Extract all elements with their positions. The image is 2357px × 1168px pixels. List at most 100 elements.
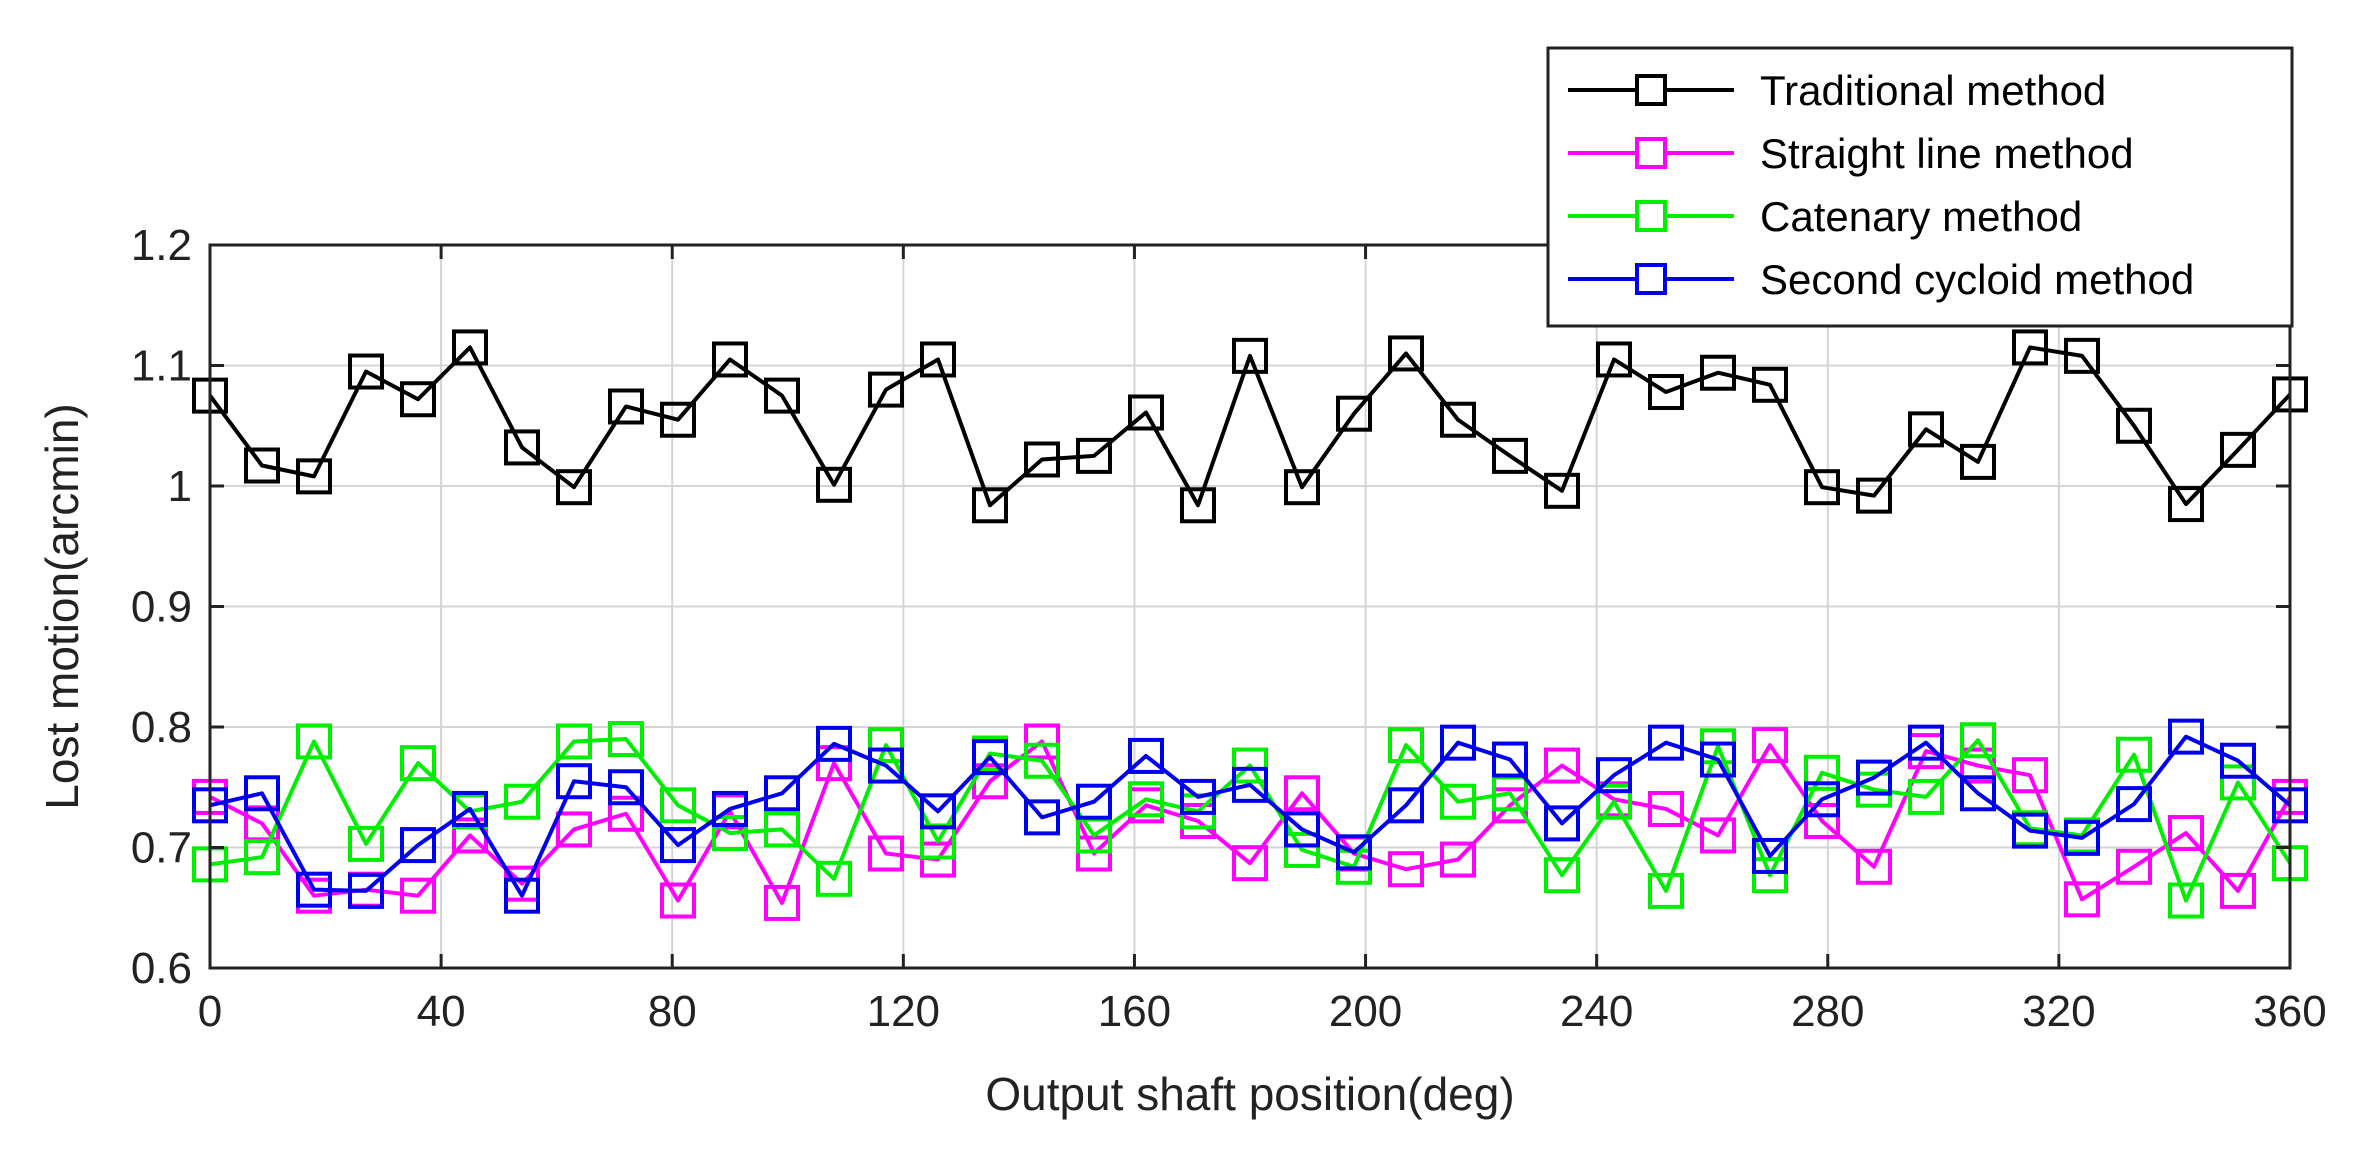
data-point-marker (1024, 799, 1060, 836)
data-point-marker (868, 727, 904, 764)
data-point-marker (2168, 486, 2204, 523)
data-point-marker (920, 793, 956, 830)
data-point-marker (1700, 354, 1736, 391)
legend-marker (1635, 137, 1667, 169)
legend-marker (1635, 74, 1667, 106)
legend-entry: Second cycloid method (1568, 256, 2194, 303)
data-point-marker (1024, 723, 1060, 760)
data-point-marker (452, 329, 488, 366)
data-point-marker (1752, 857, 1788, 894)
x-tick-label: 80 (648, 987, 697, 1036)
data-point-marker (1388, 727, 1424, 764)
data-point-marker (660, 827, 696, 864)
data-point-marker (1232, 766, 1268, 803)
data-point-marker (2116, 786, 2152, 823)
data-point-marker (1960, 722, 1996, 759)
x-tick-label: 320 (2022, 987, 2095, 1036)
data-point-marker (1440, 841, 1476, 878)
y-tick-label: 0.8 (131, 703, 192, 752)
data-point-marker (348, 825, 384, 862)
y-tick-label: 1.1 (131, 342, 192, 391)
legend-entry: Straight line method (1568, 130, 2134, 177)
data-point-marker (608, 795, 644, 832)
data-point-marker (1336, 834, 1372, 871)
data-point-marker (1856, 759, 1892, 796)
data-point-marker (2064, 819, 2100, 856)
data-point-marker (1388, 851, 1424, 888)
data-point-marker (1596, 757, 1632, 794)
data-point-marker (1440, 783, 1476, 820)
data-point-marker (244, 839, 280, 876)
data-point-marker (1388, 787, 1424, 824)
data-point-marker (504, 783, 540, 820)
data-point-marker (1544, 857, 1580, 894)
legend-entry: Traditional method (1568, 67, 2106, 114)
data-point-marker (1752, 366, 1788, 403)
x-tick-label: 160 (1098, 987, 1171, 1036)
y-tick-label: 1 (168, 462, 192, 511)
data-point-marker (1752, 837, 1788, 874)
data-point-marker (816, 860, 852, 897)
data-point-marker (868, 747, 904, 784)
data-point-marker (1076, 835, 1112, 872)
data-point-marker (1128, 394, 1164, 431)
data-point-marker (556, 469, 592, 506)
data-point-marker (348, 353, 384, 390)
x-tick-label: 0 (198, 987, 222, 1036)
series-layer (192, 329, 2308, 921)
data-point-marker (1024, 441, 1060, 478)
data-point-marker (1284, 775, 1320, 812)
series-0 (192, 329, 2308, 524)
data-point-marker (1648, 790, 1684, 827)
data-point-marker (2012, 757, 2048, 794)
data-point-marker (816, 745, 852, 782)
data-point-marker (1804, 469, 1840, 506)
data-point-marker (764, 884, 800, 921)
data-point-marker (1180, 487, 1216, 524)
data-point-marker (1908, 411, 1944, 448)
data-point-marker (2220, 431, 2256, 468)
data-point-marker (1856, 477, 1892, 514)
data-point-marker (816, 725, 852, 762)
data-point-marker (1648, 724, 1684, 761)
data-point-marker (1232, 845, 1268, 882)
data-point-marker (712, 815, 748, 852)
data-point-marker (244, 447, 280, 484)
data-point-marker (2168, 815, 2204, 852)
y-tick-label: 0.6 (131, 944, 192, 993)
data-point-marker (1596, 341, 1632, 378)
y-tick-label: 0.9 (131, 583, 192, 632)
data-point-marker (660, 882, 696, 919)
data-point-marker (1180, 778, 1216, 815)
data-point-marker (348, 872, 384, 909)
data-point-marker (1752, 727, 1788, 764)
data-point-marker (296, 458, 332, 495)
data-point-marker (296, 723, 332, 760)
data-point-marker (2168, 882, 2204, 919)
data-point-marker (2220, 872, 2256, 909)
data-point-marker (1804, 781, 1840, 818)
data-point-marker (1232, 747, 1268, 784)
x-tick-label: 280 (1791, 987, 1864, 1036)
data-point-marker (1648, 872, 1684, 909)
data-point-marker (920, 341, 956, 378)
axis-ticks: 0 40 80 120 160 200 240 280 320 360 0.6 0.7 0.8 0.9 1 1… (131, 221, 2327, 1036)
data-point-marker (244, 775, 280, 812)
legend-marker (1635, 200, 1667, 232)
data-point-marker (556, 723, 592, 760)
data-point-marker (868, 835, 904, 872)
data-point-marker (2116, 848, 2152, 885)
data-point-marker (920, 841, 956, 878)
data-point-marker (452, 790, 488, 827)
data-point-marker (712, 341, 748, 378)
series-line (209, 737, 2292, 903)
data-point-marker (1284, 811, 1320, 848)
x-tick-label: 200 (1329, 987, 1402, 1036)
legend-marker (1635, 263, 1667, 295)
data-point-marker (1544, 472, 1580, 509)
data-point-marker (1960, 443, 1996, 480)
data-point-marker (972, 487, 1008, 524)
data-point-marker (2168, 718, 2204, 755)
data-point-marker (1076, 783, 1112, 820)
